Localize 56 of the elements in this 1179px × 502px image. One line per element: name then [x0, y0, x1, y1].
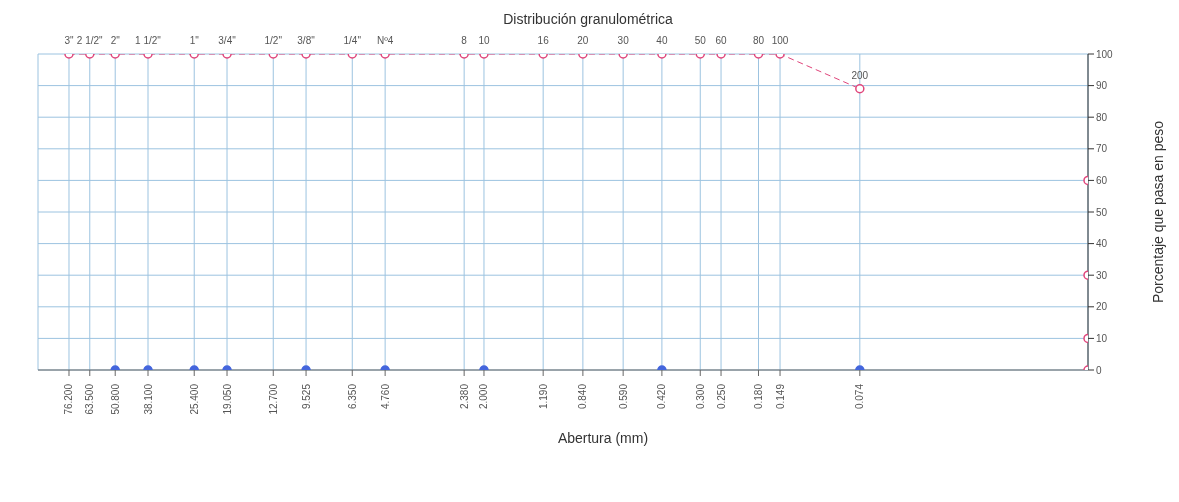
- annotation: 60: [715, 35, 728, 46]
- annotation: 20: [577, 35, 589, 46]
- x-tick-label: 0.840: [577, 383, 589, 410]
- x-axis-title: Abertura (mm): [556, 430, 650, 446]
- y-tick-label: 80: [1096, 111, 1108, 123]
- annotation: 1/2": [264, 35, 283, 46]
- x-tick-label: 4.760: [379, 383, 391, 410]
- annotation: 50: [694, 35, 707, 46]
- x-tick-label: 0.149: [774, 383, 786, 410]
- annotation: 1": [189, 35, 200, 46]
- annotation: 3": [64, 35, 74, 46]
- y-tick-label: 20: [1096, 301, 1108, 313]
- y-tick-label: 30: [1096, 269, 1108, 281]
- x-tick-label: 63.500: [84, 383, 96, 415]
- x-tick-label: 25.400: [188, 383, 200, 415]
- x-tick-label: 0.300: [694, 383, 706, 410]
- x-tick-label: 38.100: [142, 383, 154, 415]
- annotation: Nº4: [376, 35, 394, 46]
- x-tick-label: 2.380: [458, 383, 470, 410]
- annotation: 40: [656, 35, 668, 46]
- x-tick-label: 2.000: [478, 383, 490, 410]
- annotation: 1 1/2": [135, 35, 162, 46]
- annotation: 10: [478, 35, 490, 46]
- x-tick-label: 1.190: [537, 383, 549, 410]
- x-tick-label: 0.250: [715, 383, 727, 410]
- chart-title: Distribución granulométrica: [502, 10, 674, 29]
- y-tick-label: 50: [1096, 206, 1108, 218]
- y-axis-title: Porcentaje que pasa en peso: [1149, 120, 1166, 304]
- y-tick-label: 10: [1096, 332, 1108, 344]
- x-tick-label: 12.700: [267, 383, 279, 415]
- x-tick-label: 0.074: [854, 383, 866, 410]
- x-tick-label: 9.525: [300, 383, 312, 410]
- x-tick-label: 0.590: [617, 383, 629, 410]
- y-tick-label: 90: [1096, 80, 1108, 92]
- x-tick-label: 19.050: [221, 383, 233, 415]
- annotation: 16: [537, 35, 550, 46]
- y-tick-label: 70: [1096, 143, 1108, 155]
- annotation: 30: [617, 35, 630, 46]
- x-tick-label: 6.350: [346, 383, 358, 410]
- y-tick-label: 0: [1096, 364, 1102, 376]
- annotation: 100: [771, 35, 789, 46]
- annotation: 80: [752, 35, 765, 46]
- x-tick-label: 0.180: [752, 383, 764, 410]
- x-tick-label: 50.800: [109, 383, 121, 415]
- annotation: 3/8": [297, 35, 316, 46]
- annotation: 8: [461, 35, 468, 46]
- y-tick-label: 100: [1096, 48, 1114, 60]
- y-tick-label: 60: [1096, 174, 1108, 186]
- y-tick-label: 40: [1096, 238, 1108, 250]
- x-tick-label: 0.420: [656, 383, 668, 410]
- x-tick-label: 76.200: [63, 383, 75, 415]
- annotation: 2": [110, 35, 121, 46]
- annotation: 200: [851, 69, 869, 81]
- annotation: 3/4": [218, 35, 237, 46]
- annotation: 2 1/2": [76, 35, 104, 46]
- annotation: 1/4": [343, 35, 362, 46]
